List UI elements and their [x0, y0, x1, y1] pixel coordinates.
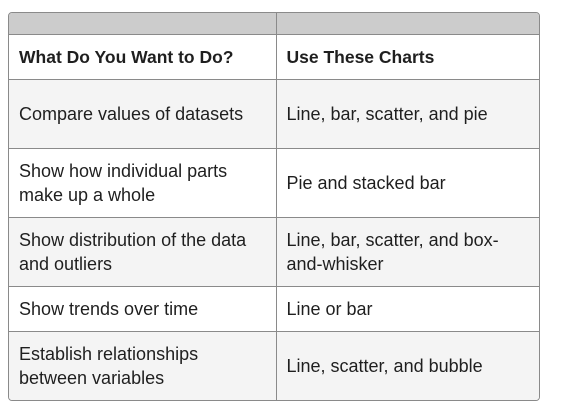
- row-goal-cell: Show trends over time: [9, 286, 277, 332]
- row-goal-cell: Establish relationships between variable…: [9, 331, 277, 400]
- table-row: Compare values of datasets Line, bar, sc…: [9, 79, 539, 149]
- table-row: Show distribution of the data and outlie…: [9, 217, 539, 287]
- chart-selection-table: What Do You Want to Do? Use These Charts…: [8, 12, 540, 401]
- row-charts-cell: Line, bar, scatter, and pie: [276, 79, 539, 149]
- row-goal-cell: Show distribution of the data and outlie…: [9, 217, 277, 287]
- row-charts-cell: Pie and stacked bar: [276, 148, 539, 218]
- table-row: Show how individual parts make up a whol…: [9, 148, 539, 218]
- header-use-these-charts: Use These Charts: [276, 34, 539, 80]
- row-goal-cell: Compare values of datasets: [9, 79, 277, 149]
- row-goal-cell: Show how individual parts make up a whol…: [9, 148, 277, 218]
- header-what-do-you-want: What Do You Want to Do?: [9, 34, 277, 80]
- top-bar-cell-right: [276, 13, 539, 35]
- table: What Do You Want to Do? Use These Charts…: [9, 13, 539, 400]
- top-bar-cell-left: [9, 13, 277, 35]
- row-charts-cell: Line, scatter, and bubble: [276, 331, 539, 400]
- table-row: Show trends over time Line or bar: [9, 286, 539, 332]
- table-header-row: What Do You Want to Do? Use These Charts: [9, 34, 539, 80]
- table-row: Establish relationships between variable…: [9, 331, 539, 400]
- row-charts-cell: Line, bar, scatter, and box-and-whisker: [276, 217, 539, 287]
- table-top-bar: [9, 13, 539, 35]
- row-charts-cell: Line or bar: [276, 286, 539, 332]
